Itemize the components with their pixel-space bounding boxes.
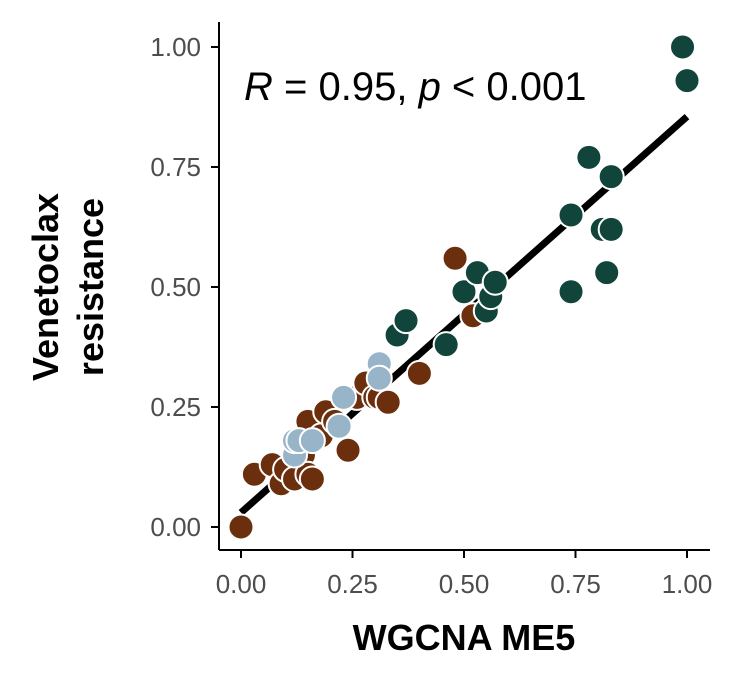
data-point-lightblue <box>298 427 326 455</box>
data-point-teal <box>557 201 585 229</box>
data-point-lightblue <box>365 364 393 392</box>
data-point-lightblue <box>325 412 353 440</box>
data-point-teal <box>597 215 625 243</box>
data-point-teal <box>557 278 585 306</box>
r-value: = 0.95, <box>273 65 419 109</box>
data-point-brown <box>441 244 469 272</box>
data-point-teal <box>593 259 621 287</box>
data-point-brown <box>374 388 402 416</box>
data-point-teal <box>432 331 460 359</box>
data-point-teal <box>597 163 625 191</box>
y-tick-label: 0.50 <box>150 272 201 302</box>
x-tick-label: 1.00 <box>662 569 713 599</box>
y-axis-title: Venetoclax resistance <box>25 193 111 381</box>
data-point-teal <box>392 307 420 335</box>
x-tick-label: 0.25 <box>327 569 378 599</box>
data-point-brown <box>227 513 255 541</box>
data-point-brown <box>405 359 433 387</box>
x-axis-title: WGCNA ME5 <box>353 617 576 658</box>
stat-annotation: R = 0.95, p < 0.001 <box>244 65 587 109</box>
y-axis-title-line-1: Venetoclax <box>25 193 66 381</box>
x-tick-label: 0.00 <box>216 569 267 599</box>
data-points-layer <box>227 33 701 541</box>
data-point-teal <box>673 67 701 95</box>
x-tick-label: 0.75 <box>550 569 601 599</box>
r-symbol: R <box>244 65 273 109</box>
data-point-brown <box>298 465 326 493</box>
y-tick-label: 0.25 <box>150 392 201 422</box>
y-tick-label: 0.00 <box>150 512 201 542</box>
y-axis-title-line-2: resistance <box>70 198 111 376</box>
y-tick-label: 0.75 <box>150 152 201 182</box>
data-point-teal <box>669 33 697 61</box>
x-tick-label: 0.50 <box>439 569 490 599</box>
p-symbol: p <box>418 65 441 109</box>
y-tick-label: 1.00 <box>150 32 201 62</box>
data-point-teal <box>575 143 603 171</box>
y-ticks: 0.00 0.25 0.50 0.75 1.00 <box>150 32 219 542</box>
data-point-lightblue <box>330 383 358 411</box>
data-point-teal <box>450 278 478 306</box>
data-point-brown <box>334 436 362 464</box>
data-point-teal <box>481 268 509 296</box>
x-ticks: 0.00 0.25 0.50 0.75 1.00 <box>216 550 713 599</box>
p-value: < 0.001 <box>441 65 587 109</box>
